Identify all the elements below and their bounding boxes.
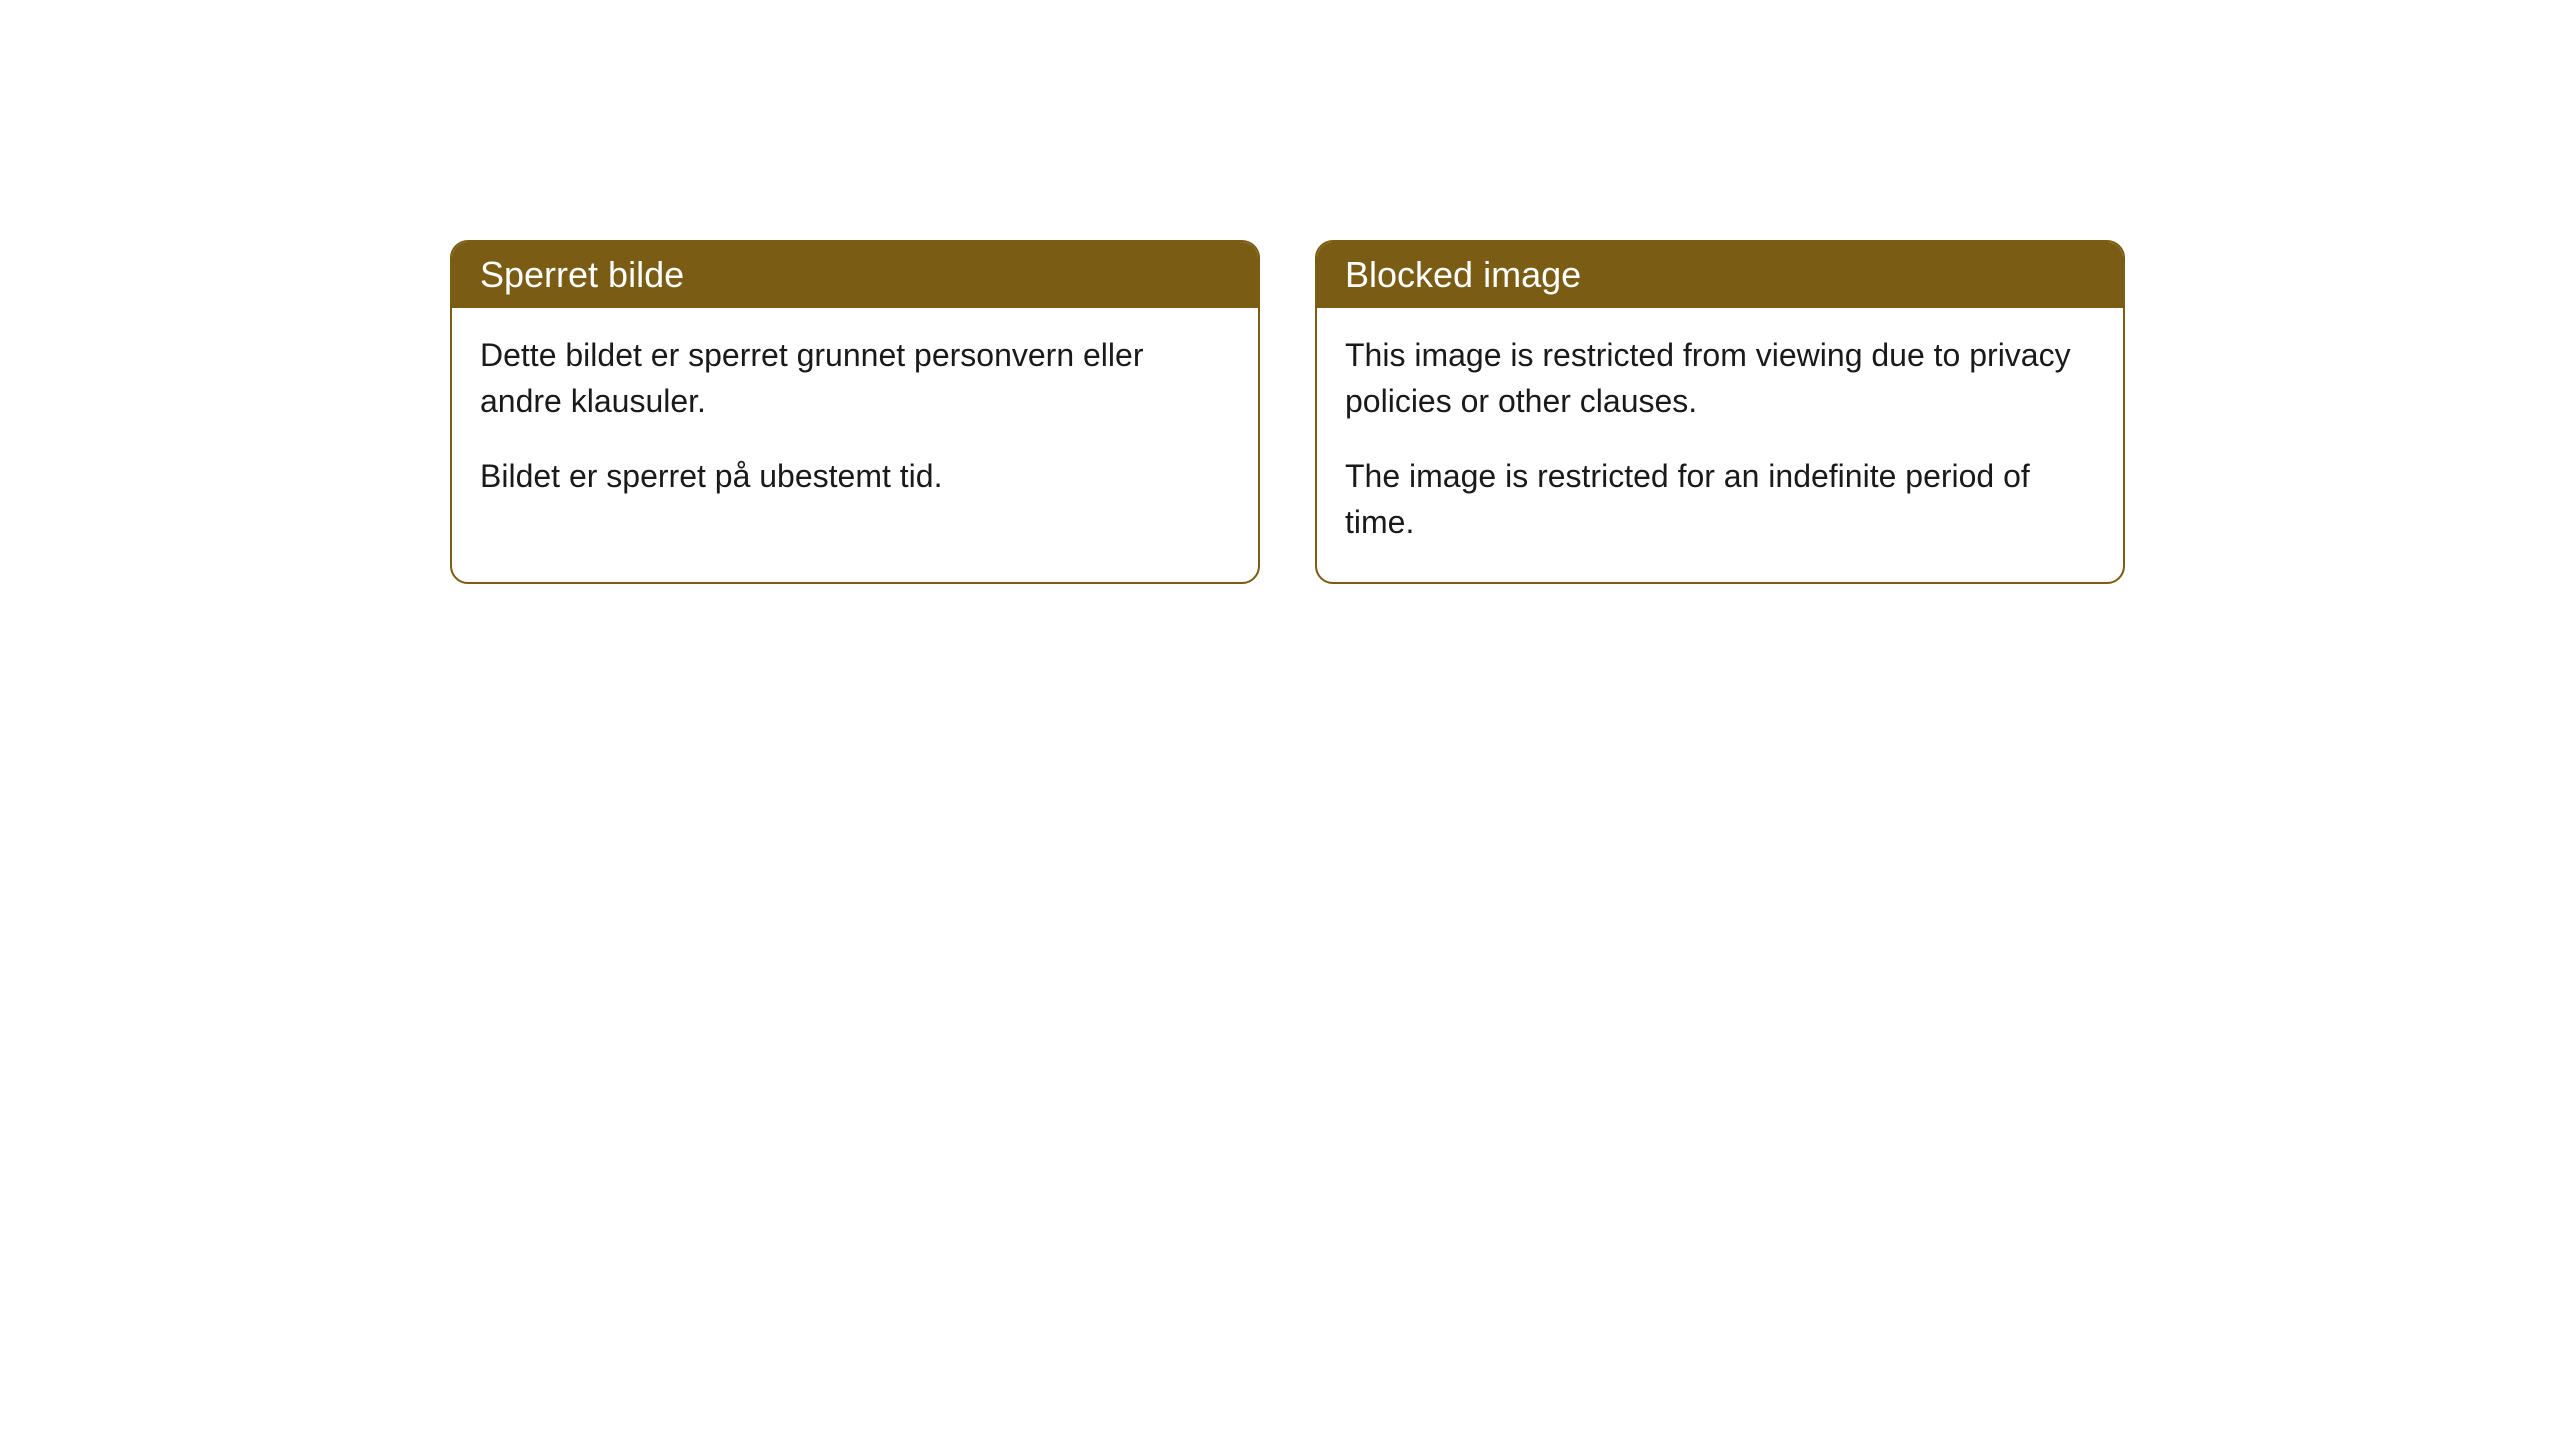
notice-paragraph: Bildet er sperret på ubestemt tid. (480, 453, 1230, 499)
notice-paragraph: The image is restricted for an indefinit… (1345, 453, 2095, 546)
notice-paragraph: This image is restricted from viewing du… (1345, 332, 2095, 425)
notice-header-english: Blocked image (1317, 242, 2123, 308)
notice-card-english: Blocked image This image is restricted f… (1315, 240, 2125, 584)
notice-body-norwegian: Dette bildet er sperret grunnet personve… (452, 308, 1258, 535)
notice-title: Sperret bilde (480, 254, 684, 295)
notice-header-norwegian: Sperret bilde (452, 242, 1258, 308)
notice-card-norwegian: Sperret bilde Dette bildet er sperret gr… (450, 240, 1260, 584)
notice-body-english: This image is restricted from viewing du… (1317, 308, 2123, 582)
notice-container: Sperret bilde Dette bildet er sperret gr… (450, 240, 2125, 584)
notice-title: Blocked image (1345, 254, 1581, 295)
notice-paragraph: Dette bildet er sperret grunnet personve… (480, 332, 1230, 425)
